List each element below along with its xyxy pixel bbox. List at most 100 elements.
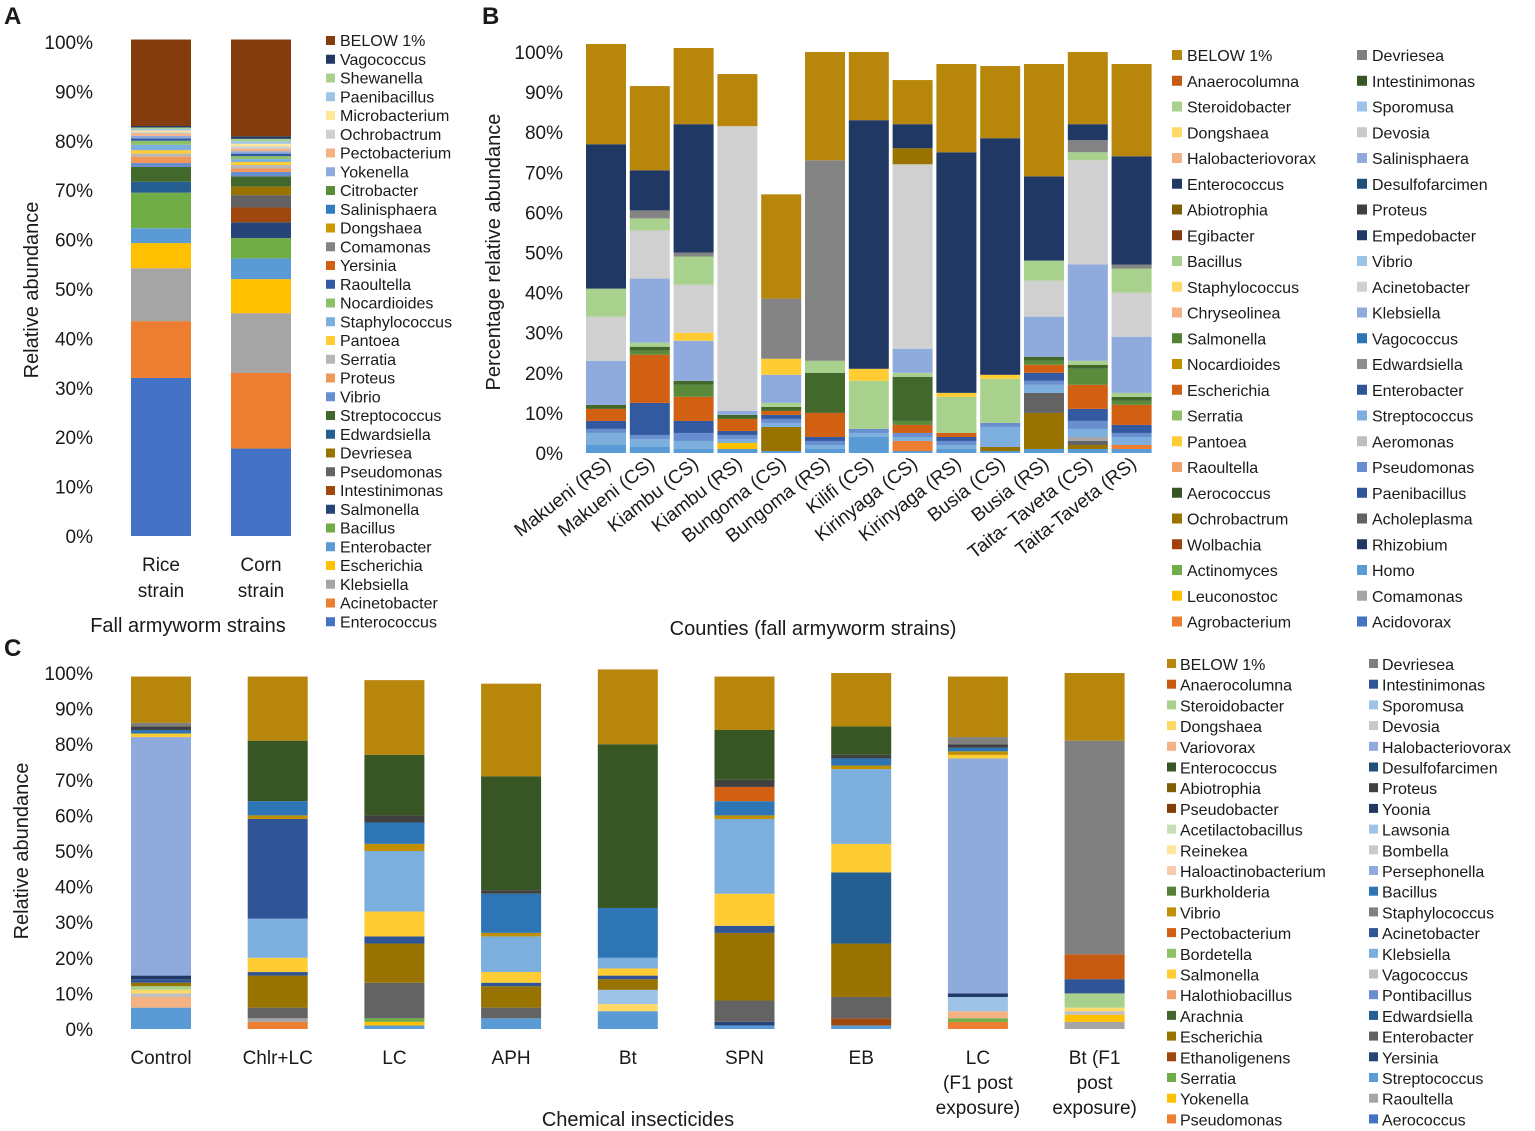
panel-c-label: C	[4, 635, 21, 662]
panel-a-bar-segment-enterobacter: Rice strain: Enterobacter	[131, 228, 191, 244]
panel-a-bar-segment-serratia: Corn strain: Serratia	[231, 165, 291, 169]
panel-c-bar-segment-salmonella: Bt: Salmonella	[597, 1004, 658, 1012]
panel-b-bar-segment-salmonella: Busia (RS): Salmonella	[1024, 360, 1064, 365]
panel-c-legend-swatch	[1369, 1073, 1378, 1082]
panel-b-bar-segment-steroidobacter: Makueni (CS): Steroidobacter	[629, 218, 670, 231]
panel-b-bar-segment-homo: Kiambu (CS): Homo	[673, 448, 714, 453]
panel-b-bar-segment-below-1: Kiambu (RS): BELOW 1%	[717, 74, 758, 127]
panel-b-y-tick: 70%	[525, 163, 563, 184]
panel-b-bar-segment-aerococcus: Kirinyaga (CS): Aerococcus	[892, 376, 933, 421]
panel-b-bar-segment-pseudomonas: Taita-Taveta (RS): Pseudomonas	[1111, 432, 1152, 437]
panel-b-legend-swatch	[1172, 75, 1182, 86]
panel-b-bar-segment-steroidobacter: Taita-Taveta (RS): Steroidobacter	[1111, 268, 1152, 293]
panel-b-legend-item: Acinetobacter	[1372, 280, 1471, 297]
panel-c-legend-item: Bacillus	[1382, 885, 1437, 902]
panel-b-bar-segment-enterococcus: Taita-Taveta (RS): Enterococcus	[1111, 156, 1152, 265]
panel-a-bar-segment-microbacterium: Rice strain: Microbacterium	[131, 130, 191, 132]
panel-b-legend-swatch	[1172, 513, 1182, 524]
panel-b-bar-segment-aerococcus: Busia (RS): Aerococcus	[1024, 356, 1064, 361]
panel-c-y-tick: 100%	[44, 664, 93, 685]
panel-b-bar-segment-pantoea: Kiambu (CS): Pantoea	[673, 332, 714, 341]
panel-c-legend-item: Desulfofarcimen	[1382, 761, 1498, 778]
panel-a-legend-item: Intestinimonas	[340, 483, 443, 500]
panel-c-bar-segment-below-1: Chlr+LC: BELOW 1%	[247, 676, 308, 741]
panel-c-bar-segment-bacillus: APH: Bacillus	[481, 893, 542, 933]
panel-b-legend-swatch	[1172, 307, 1182, 318]
panel-c-bar-segment-yokenella: Bt (F1 post exposure): Yokenella	[1064, 1014, 1125, 1022]
panel-b-legend-swatch	[1172, 384, 1182, 395]
panel-c-legend-swatch	[1167, 1073, 1176, 1082]
panel-a-x-axis-title: Fall armyworm strains	[90, 615, 286, 637]
panel-a-bar-segment-pantoea: Rice strain: Pantoea	[131, 150, 191, 154]
panel-b-legend-item: Chryseolinea	[1187, 306, 1280, 323]
panel-b-bar-segment-devriesea: Makueni (CS): Devriesea	[629, 210, 670, 219]
panel-b-bar-segment-enterococcus: Kirinyaga (RS): Enterococcus	[936, 152, 977, 393]
panel-c-bar-segment-raoultella: Chlr+LC: Raoultella	[247, 1018, 308, 1022]
panel-b-bar-segment-streptococcus: Bungoma (RS): Streptococcus	[805, 444, 845, 449]
panel-b-legend-item: Salmonella	[1187, 331, 1266, 348]
panel-b-legend-swatch	[1172, 204, 1182, 215]
panel-b-bar-segment-below-1: Taita-Taveta (RS): BELOW 1%	[1111, 64, 1152, 157]
panel-b-bar-segment-homo: Busia (RS): Homo	[1024, 448, 1064, 453]
panel-c-bar-segment-below-1: EB: BELOW 1%	[831, 673, 892, 727]
panel-b-x-ticks: Makueni (RS)Makueni (CS)Kiambu (CS)Kiamb…	[511, 453, 1141, 563]
panel-c-legend-swatch	[1167, 1052, 1176, 1062]
panel-c-bar-segment-below-1: LC (F1 post exposure): BELOW 1%	[947, 676, 1008, 738]
panel-b-bar-segment-enterococcus: Busia (RS): Enterococcus	[1024, 176, 1064, 261]
panel-b-bar-segment-steroidobacter: Busia (RS): Steroidobacter	[1024, 260, 1064, 281]
panel-b-bar-segment-salmonella: Taita-Taveta (RS): Salmonella	[1111, 400, 1152, 405]
panel-c-legend-swatch	[1167, 803, 1176, 813]
panel-b-bar-segment-enterobacter: Makueni (CS): Enterobacter	[629, 402, 670, 435]
panel-b-bar-segment-below-1: Bungoma (RS): BELOW 1%	[805, 52, 845, 161]
panel-a-legend-swatch	[326, 167, 335, 177]
panel-a-legend-item: Vagococcus	[340, 52, 426, 69]
panel-a-bar-segment-paenibacillus: Corn strain: Paenibacillus	[231, 141, 291, 144]
panel-c-legend-item: Anaerocolumna	[1180, 678, 1292, 695]
panel-c-bar-segment-enterobacter: LC: Enterobacter	[364, 982, 425, 1019]
panel-b-y-tick: 100%	[514, 43, 563, 64]
panel-c-bar-segment-streptococcus: APH: Streptococcus	[481, 1018, 542, 1029]
panel-b-bar-segment-escherichia: Makueni (RS): Escherichia	[586, 408, 626, 421]
panel-b-bar-segment-streptococcus: Makueni (RS): Streptococcus	[586, 432, 626, 445]
panel-c-legend-swatch	[1369, 824, 1378, 834]
panel-b-bar-segment-pantoea: Busia (CS): Pantoea	[980, 374, 1021, 379]
panel-a-bar-segment-below-1: Rice strain: BELOW 1%	[131, 39, 191, 126]
panel-b-legend-item: Nocardioides	[1187, 357, 1280, 374]
panel-a-y-tick: 20%	[55, 428, 93, 449]
panel-c-legend-item: Pectobacterium	[1180, 926, 1291, 943]
panel-a-x-tick: strain	[138, 581, 184, 602]
panel-c-legend-item: Lawsonia	[1382, 823, 1450, 840]
panel-b-bar-segment-pseudomonas: Kiambu (CS): Pseudomonas	[673, 432, 714, 441]
panel-b-legend-swatch	[1172, 539, 1182, 550]
panel-b-bar-segment-pseudomonas: Bungoma (CS): Pseudomonas	[761, 418, 802, 423]
panel-b-bar-segment-homo: Bungoma (CS): Homo	[761, 450, 802, 453]
panel-c-legend-item: Enterococcus	[1180, 761, 1277, 778]
panel-b-bar-segment-below-1: Kilifi (CS): BELOW 1%	[848, 52, 889, 121]
panel-a-legend-swatch	[326, 148, 335, 158]
panel-c-legend-item: Enterobacter	[1382, 1030, 1474, 1047]
panel-c-bar-segment-bacillus: LC: Bacillus	[364, 822, 425, 844]
panel-b-legend-item: Pantoea	[1187, 434, 1247, 451]
panel-a-legend-item: Devriesea	[340, 446, 412, 463]
panel-b-legend-swatch	[1172, 410, 1182, 421]
panel-b-bar-segment-enterobacter: Taita-Taveta (RS): Enterobacter	[1111, 424, 1152, 433]
panel-c-bar-segment-enterococcus: SPN: Enterococcus	[714, 729, 775, 780]
panel-b-bar-segment-enterobacter: Bungoma (CS): Enterobacter	[761, 414, 802, 419]
panel-b-legend-item: Acholeplasma	[1372, 512, 1473, 529]
panel-c-bar-segment-yoonia: Control: Yoonia	[131, 975, 191, 980]
panel-a-legend-item: Nocardioides	[340, 296, 433, 313]
panel-a-legend-swatch	[326, 523, 335, 533]
panel-c-y-tick: 70%	[55, 771, 93, 792]
panel-a-legend-swatch	[326, 467, 335, 477]
panel-b-bar-segment-homo: Taita-Taveta (RS): Homo	[1111, 448, 1152, 453]
panel-a-legend-swatch	[326, 504, 335, 514]
panel-b-legend-item: Salinisphaera	[1372, 151, 1469, 168]
panel-b-bar-segment-aerococcus: Taita- Taveta (CS): Aerococcus	[1067, 364, 1108, 369]
panel-b-legend-swatch	[1172, 153, 1182, 163]
panel-c-legend-item: Pontibacillus	[1382, 988, 1472, 1005]
panel-b-bar-segment-devriesea: Bungoma (RS): Devriesea	[805, 160, 845, 361]
panel-b-legend-swatch	[1357, 50, 1367, 60]
panel-a-label: A	[4, 3, 21, 30]
panel-a-legend-swatch	[326, 111, 335, 120]
